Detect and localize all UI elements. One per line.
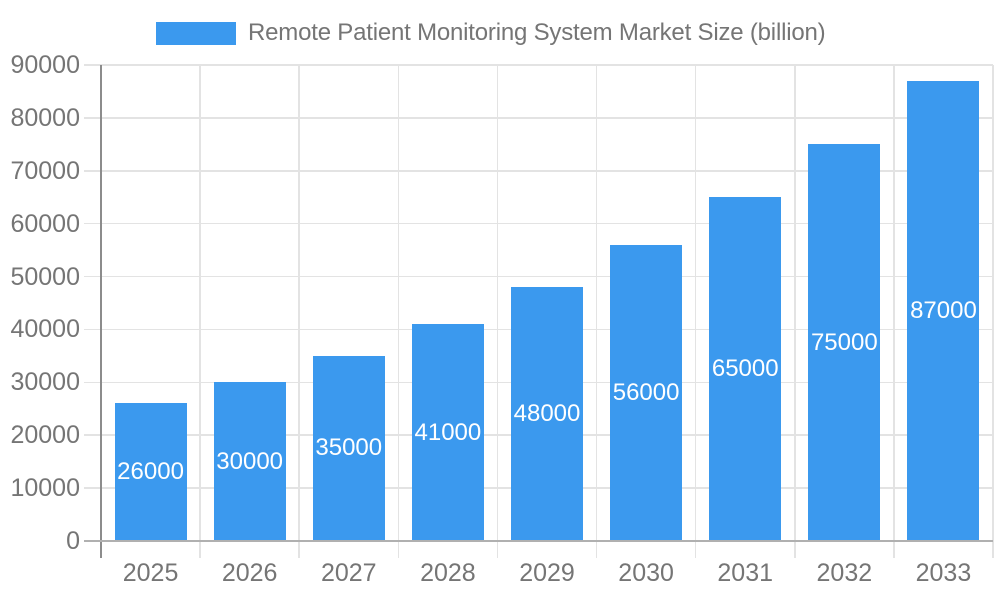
bar[interactable] <box>709 197 782 541</box>
v-gridline <box>794 65 796 541</box>
x-tick-label: 2029 <box>519 559 575 587</box>
h-gridline <box>101 222 993 225</box>
y-tick-label: 50000 <box>10 262 80 291</box>
h-gridline <box>101 170 993 172</box>
y-tick-label: 70000 <box>10 156 80 185</box>
v-gridline <box>893 65 895 541</box>
y-tick-label: 90000 <box>10 51 80 79</box>
v-gridline <box>298 65 300 541</box>
y-axis-tick <box>84 275 101 278</box>
bar-value-label: 56000 <box>612 378 680 406</box>
x-tick-label: 2032 <box>816 559 873 587</box>
x-tick-label: 2031 <box>717 559 774 587</box>
y-axis-tick <box>84 487 101 489</box>
y-tick-label: 30000 <box>10 368 80 397</box>
bar-value-label: 65000 <box>711 355 779 383</box>
y-tick-label: 10000 <box>10 474 80 503</box>
y-axis-tick <box>84 170 101 172</box>
bar-value-label: 48000 <box>513 400 581 428</box>
v-gridline <box>694 65 697 541</box>
x-tick-label: 2026 <box>221 559 278 587</box>
y-axis-tick <box>84 381 101 384</box>
v-gridline <box>992 65 994 541</box>
v-gridline <box>397 65 400 541</box>
legend-label: Remote Patient Monitoring System Market … <box>248 19 826 46</box>
bar[interactable] <box>907 80 980 541</box>
bar-value-label: 87000 <box>910 296 977 324</box>
y-tick-label: 40000 <box>10 315 80 344</box>
v-gridline <box>595 65 598 541</box>
bar-value-label: 35000 <box>315 434 383 462</box>
bar[interactable] <box>511 287 583 541</box>
x-axis-tick <box>199 541 201 558</box>
x-axis-tick <box>893 541 895 558</box>
y-axis-tick <box>84 434 101 436</box>
v-gridline <box>496 65 499 541</box>
y-axis-line <box>100 65 102 558</box>
x-axis-tick <box>794 541 796 558</box>
bar[interactable] <box>808 144 881 541</box>
y-axis-tick <box>84 64 101 66</box>
y-axis-tick <box>84 117 101 119</box>
x-axis-tick <box>298 541 300 558</box>
x-axis-tick <box>397 541 400 558</box>
x-tick-label: 2033 <box>915 559 972 587</box>
x-axis-line <box>84 540 993 542</box>
x-axis-tick <box>992 541 994 558</box>
bar[interactable] <box>312 355 385 541</box>
bar-value-label: 30000 <box>216 447 284 475</box>
h-gridline <box>101 117 993 119</box>
bar[interactable] <box>610 244 683 541</box>
x-tick-label: 2027 <box>320 559 377 587</box>
bar[interactable] <box>114 403 187 541</box>
h-gridline <box>101 275 993 278</box>
y-axis-tick <box>84 222 101 225</box>
x-tick-label: 2028 <box>420 559 476 587</box>
y-tick-label: 60000 <box>10 209 80 238</box>
y-axis-tick <box>84 328 101 331</box>
legend-swatch <box>156 21 236 45</box>
bar[interactable] <box>411 324 484 541</box>
bar-value-label: 41000 <box>414 418 482 446</box>
x-tick-label: 2030 <box>618 559 674 587</box>
x-axis-tick <box>496 541 499 558</box>
y-tick-label: 80000 <box>10 103 80 132</box>
legend-item[interactable]: Remote Patient Monitoring System Market … <box>156 19 826 47</box>
h-gridline <box>101 64 993 66</box>
bar-value-label: 75000 <box>810 328 878 356</box>
v-gridline <box>199 65 201 541</box>
bar-value-label: 26000 <box>117 458 184 486</box>
y-tick-label: 20000 <box>10 421 80 450</box>
x-axis-tick <box>694 541 697 558</box>
y-tick-label: 0 <box>66 527 80 555</box>
bar[interactable] <box>213 382 286 541</box>
x-tick-label: 2025 <box>122 559 179 587</box>
x-axis-tick <box>595 541 598 558</box>
